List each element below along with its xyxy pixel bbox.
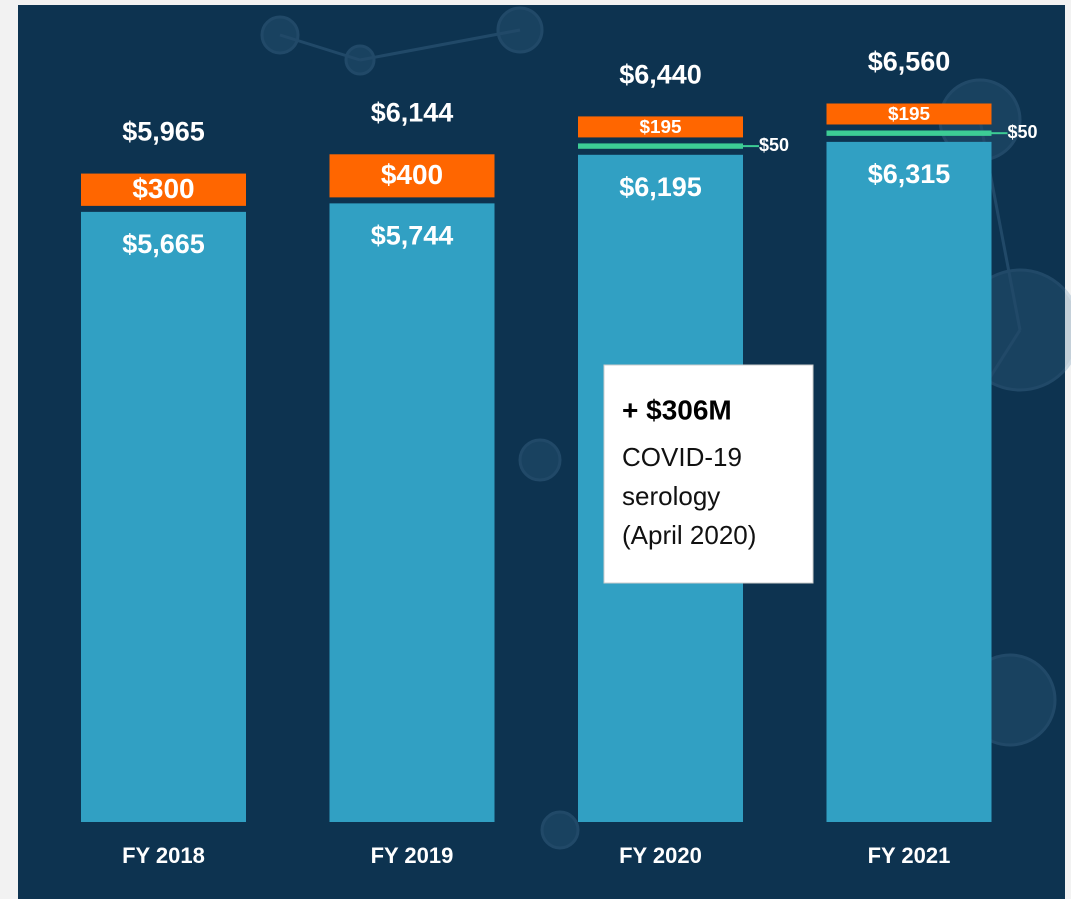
data-label: $50 [1008, 122, 1038, 142]
data-label: $5,665 [122, 229, 205, 259]
total-label: $6,560 [868, 47, 951, 77]
x-tick-label: FY 2019 [371, 843, 454, 868]
x-tick-label: FY 2021 [868, 843, 951, 868]
annotation-title: + $306M [622, 394, 732, 425]
annotation-line: (April 2020) [622, 520, 756, 550]
data-label: $50 [759, 135, 789, 155]
bar-segment [81, 173, 246, 206]
total-label: $6,440 [619, 60, 702, 90]
annotation-box [603, 364, 814, 584]
total-label: $5,965 [122, 117, 205, 147]
total-label: $6,144 [371, 97, 454, 127]
data-label: $400 [381, 159, 443, 190]
bar-segment [826, 103, 992, 125]
bars: FY 2018 $5,665 $300 $5,965 FY 2019 $5,744 $400… [81, 47, 1038, 868]
data-label: $5,744 [371, 220, 454, 250]
x-tick-label: FY 2018 [122, 843, 205, 868]
bar-segment [826, 141, 992, 822]
bar-segment [329, 203, 495, 822]
bar-segment [81, 211, 246, 822]
data-label: $300 [132, 173, 194, 204]
annotation-line: serology [622, 481, 720, 511]
bar-segment [329, 154, 495, 198]
x-tick-label: FY 2020 [619, 843, 702, 868]
data-label: $6,315 [868, 159, 951, 189]
data-label: $195 [639, 117, 681, 138]
data-label: $195 [888, 104, 930, 125]
annotation-line: COVID-19 [622, 442, 742, 472]
data-label: $6,195 [619, 172, 702, 202]
bar-segment [578, 116, 743, 138]
bar-segment [578, 143, 743, 149]
bar-segment [826, 130, 992, 136]
